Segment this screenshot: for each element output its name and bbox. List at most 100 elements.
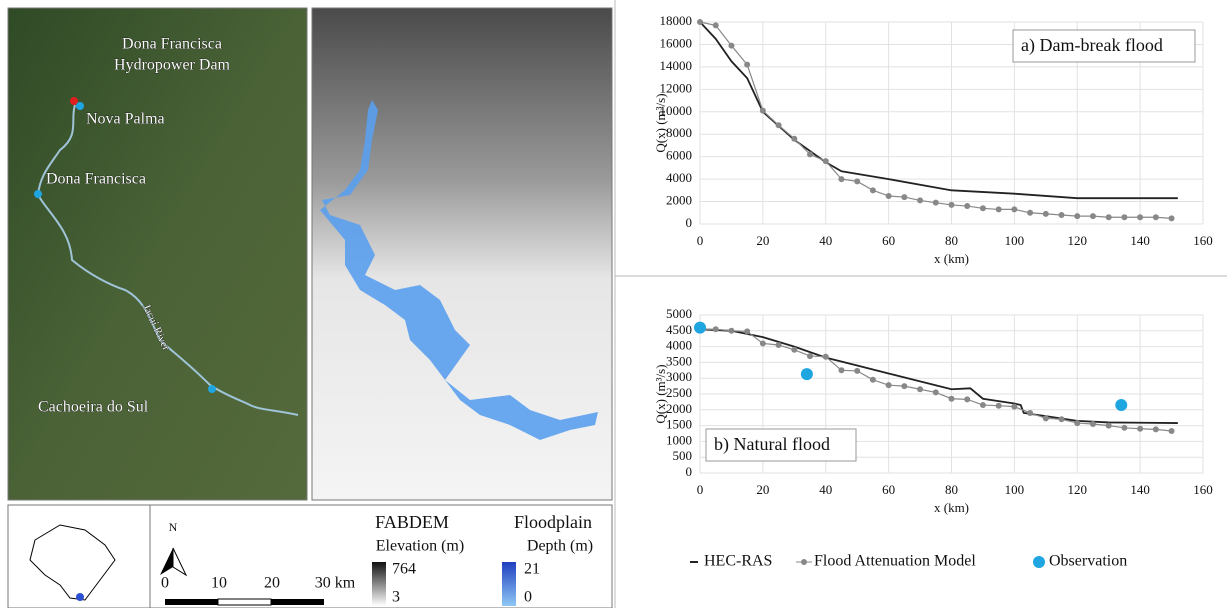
study-area [76,593,84,601]
point [854,178,861,185]
brazil-outline [29,524,116,601]
point [869,187,876,194]
scale-label: 10 [211,575,227,592]
map-legend: N 0 10 20 30 km FABDEM Elevation (m) 764… [7,504,613,608]
x-tick-label: 20 [756,233,769,248]
y-tick-label: 1000 [666,432,692,447]
point [712,22,719,29]
point [694,321,706,334]
scale-bar [165,599,218,605]
point [932,199,939,206]
north-arrow [172,547,188,577]
point [1137,425,1144,432]
y-tick-label: 4500 [666,322,692,337]
point [1042,210,1049,217]
x-tick-label: 80 [945,233,958,248]
scale-bar [217,598,272,606]
point [854,367,861,374]
y-tick-label: 1500 [666,417,692,432]
x-tick-label: 60 [882,233,895,248]
y-tick-label: 8000 [666,125,692,140]
x-axis-label: x (km) [934,500,969,515]
town-marker [208,385,216,393]
point [979,205,986,212]
town-marker [34,190,42,198]
legend-min: 3 [392,589,400,606]
legend-label: HEC-RAS [704,553,772,570]
legend-title: FABDEM [375,512,449,532]
y-tick-label: 0 [686,215,693,230]
y-tick-label: 12000 [660,80,693,95]
point [979,402,986,409]
elevation-ramp [372,562,386,606]
scale-label: 20 [264,575,280,592]
legend-label: Flood Attenuation Model [814,553,976,570]
legend-max: 21 [524,561,540,578]
point [1074,420,1081,427]
legend-swatch [801,559,807,565]
y-axis-label: Q(x) (m³/s) [653,364,668,423]
x-tick-label: 80 [945,482,958,497]
point [1074,213,1081,220]
north-label: N [169,520,178,534]
x-axis-label: x (km) [934,251,969,266]
north-arrow [160,548,173,575]
satellite-map: Dona Francisca Hydropower Dam Nova Palma… [7,7,308,501]
point [917,197,924,204]
point [885,192,892,199]
x-tick-label: 100 [1005,482,1025,497]
y-tick-label: 18000 [660,13,693,28]
chart-title: a) Dam-break flood [1021,35,1163,56]
y-tick-label: 16000 [660,35,693,50]
point [744,328,751,335]
x-tick-label: 40 [819,482,832,497]
point [791,135,798,142]
point [1152,214,1159,221]
point [1115,399,1128,412]
y-axis-label: Q(x) (m³/s) [653,93,668,152]
point [901,383,908,390]
point [807,353,814,360]
scale-label: 0 [161,575,169,592]
y-tick-label: 2500 [666,385,692,400]
x-tick-label: 100 [1005,233,1025,248]
y-tick-label: 4000 [666,170,692,185]
legend-subtitle: Elevation (m) [376,538,464,555]
point [885,382,892,389]
x-tick-label: 120 [1068,482,1088,497]
series-line [700,328,1172,432]
point [1121,214,1128,221]
y-tick-label: 14000 [660,58,693,73]
legend-min: 0 [524,589,532,606]
x-tick-label: 20 [756,482,769,497]
town-marker [76,102,84,110]
point [1152,426,1159,433]
x-tick-label: 160 [1193,233,1213,248]
point [838,176,845,183]
dem-map [311,7,613,501]
point [1105,214,1112,221]
point [995,402,1002,409]
point [964,203,971,210]
point [1011,206,1018,213]
y-tick-label: 2000 [666,193,692,208]
legend-label: Observation [1049,553,1127,570]
map-label: Hydropower Dam [114,57,231,74]
map-frame [7,7,308,501]
point [791,346,798,353]
point [822,158,829,165]
point [1058,212,1065,219]
x-tick-label: 0 [697,233,704,248]
depth-ramp [502,562,516,606]
point [869,376,876,383]
point [1027,409,1034,416]
point [759,340,766,347]
x-tick-label: 160 [1193,482,1213,497]
point [1089,421,1096,428]
point [712,326,719,333]
dam-marker [70,97,78,105]
y-tick-label: 2000 [666,401,692,416]
x-tick-label: 40 [819,233,832,248]
y-tick-label: 5000 [666,306,692,321]
